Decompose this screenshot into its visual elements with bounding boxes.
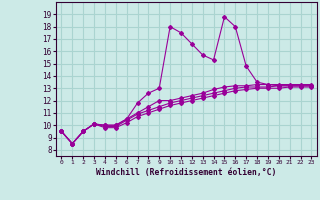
X-axis label: Windchill (Refroidissement éolien,°C): Windchill (Refroidissement éolien,°C) (96, 168, 276, 177)
